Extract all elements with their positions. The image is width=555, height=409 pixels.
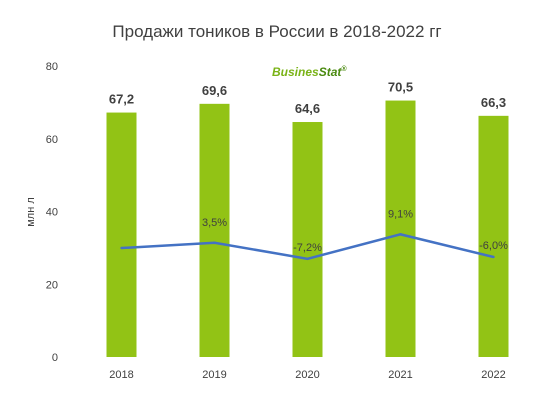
x-tick-label: 2022 — [481, 369, 505, 381]
growth-label: 3,5% — [202, 217, 227, 229]
bar-value-label: 66,3 — [481, 95, 506, 110]
y-tick-label: 0 — [52, 352, 58, 364]
growth-point — [120, 246, 123, 250]
logo: BusinesStat® — [272, 65, 347, 79]
growth-point — [213, 241, 216, 244]
y-tick-label: 80 — [46, 61, 58, 73]
chart-title: Продажи тоников в России в 2018-2022 гг — [112, 22, 441, 41]
growth-point — [399, 233, 402, 236]
bar-value-label: 64,6 — [295, 101, 320, 116]
bar — [292, 122, 323, 357]
bar-value-label: 67,2 — [109, 92, 134, 107]
growth-label: 9,1% — [388, 208, 413, 220]
y-tick-label: 60 — [46, 134, 58, 146]
bar — [478, 115, 509, 358]
growth-line-series — [120, 233, 495, 261]
x-tick-label: 2020 — [295, 369, 319, 381]
x-tick-label: 2021 — [388, 369, 412, 381]
x-axis-ticks: 2018 2019 2020 2021 2022 — [109, 369, 505, 381]
logo-mark: ® — [341, 65, 347, 73]
bar-value-label: 69,6 — [202, 83, 227, 98]
bar-series — [106, 100, 509, 358]
growth-point — [306, 257, 309, 260]
bar — [199, 103, 230, 357]
y-tick-label: 20 — [46, 279, 58, 291]
y-axis-label: млн л — [25, 197, 37, 227]
x-tick-label: 2018 — [109, 369, 133, 381]
logo-text-part1: Busines — [272, 65, 319, 79]
growth-label: -7,2% — [293, 242, 322, 254]
x-tick-label: 2019 — [202, 369, 226, 381]
bar-value-labels: 67,2 69,6 64,6 70,5 66,3 — [109, 80, 506, 116]
bar — [385, 100, 416, 358]
svg-text:BusinesStat®: BusinesStat® — [272, 65, 347, 79]
growth-point — [492, 255, 495, 259]
growth-labels: 3,5% -7,2% 9,1% -6,0% — [202, 208, 508, 253]
y-tick-label: 40 — [46, 207, 58, 219]
y-axis-ticks: 0 20 40 60 80 — [46, 61, 58, 364]
growth-label: -6,0% — [479, 240, 508, 252]
bar — [106, 112, 137, 357]
logo-text-part2: Stat — [319, 65, 343, 79]
bar-value-label: 70,5 — [388, 80, 413, 95]
